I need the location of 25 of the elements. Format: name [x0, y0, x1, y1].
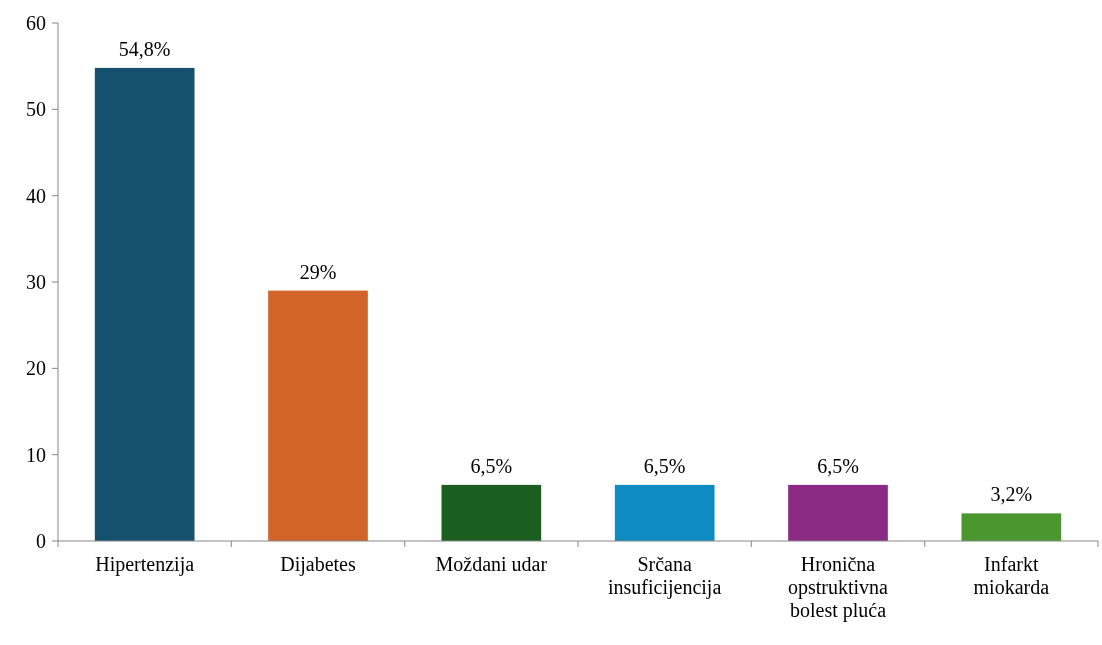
bar [614, 484, 715, 541]
data-label: 6,5% [470, 454, 513, 477]
data-label: 3,2% [990, 483, 1033, 506]
y-tick-label: 60 [26, 12, 46, 34]
x-tick-label: Hronična opstruktivna bolest pluća [788, 553, 889, 622]
y-tick-label: 50 [26, 98, 46, 121]
data-label: 6,5% [817, 454, 859, 477]
y-tick-label: 20 [26, 357, 46, 380]
x-tick-label: Srčana insuficijencija [608, 553, 722, 599]
bar [961, 513, 1062, 541]
y-tick-label: 0 [36, 530, 46, 552]
data-label: 6,5% [643, 454, 686, 477]
y-tick-label: 30 [26, 271, 46, 293]
x-tick-label: Dijabetes [280, 553, 356, 576]
bar [94, 67, 195, 541]
bar [268, 290, 368, 541]
data-label: 29% [299, 260, 337, 283]
bar [788, 484, 888, 541]
y-tick-label: 40 [26, 184, 46, 207]
data-label: 54,8% [118, 37, 171, 60]
bar [441, 484, 542, 541]
y-tick-label: 10 [26, 443, 46, 466]
x-tick-label: Hipertenzija [95, 553, 195, 576]
x-tick-label: Moždani udar [435, 553, 548, 575]
x-tick-label: Infarkt miokarda [973, 553, 1050, 598]
